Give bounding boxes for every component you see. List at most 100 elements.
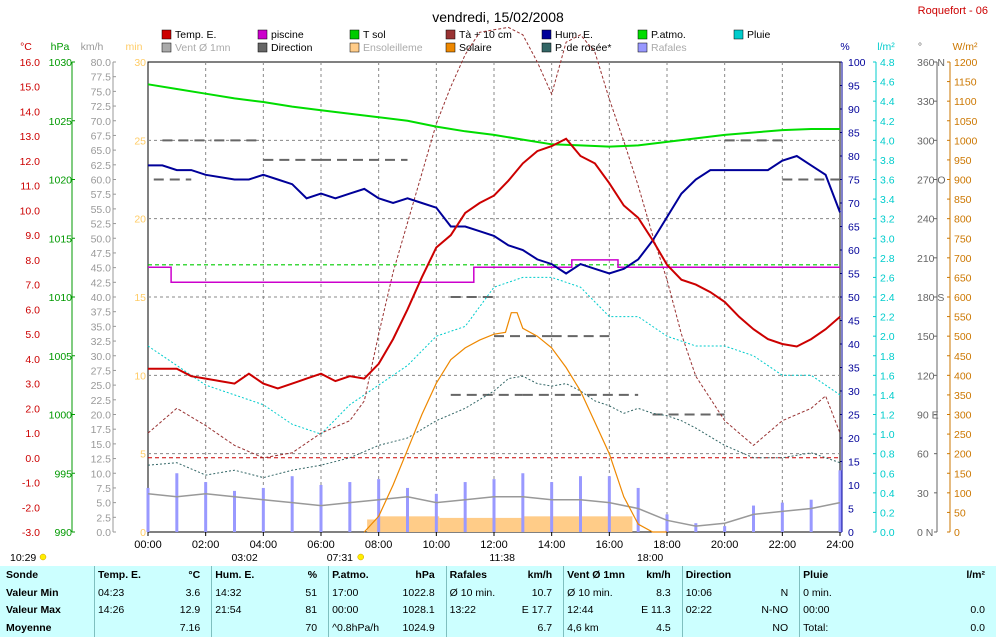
axis-tick-label-wind: 20.0 [91, 410, 112, 422]
axis-tick-label-rain: 0.4 [880, 488, 895, 500]
summary-cell-value: N-NO [761, 604, 789, 617]
summary-cell: Valeur Min [0, 584, 94, 602]
axis-tick-label-hum: 35 [848, 363, 860, 375]
axis-tick-label-hum: 95 [848, 81, 860, 93]
axis-tick-label-rain: 2.8 [880, 253, 895, 265]
time-tick-label: 20:00 [711, 539, 739, 551]
axis-unit-min: min [126, 41, 143, 53]
summary-header-cell: Pluie l/m² [799, 566, 996, 584]
summary-cell: 70 [211, 619, 329, 637]
summary-cell-label: 21:54 [215, 604, 242, 617]
summary-cell: 6.7 [445, 619, 564, 637]
wind-series-line [147, 493, 841, 527]
axis-tick-label-wind: 27.5 [91, 365, 112, 377]
axis-tick-label-temp: -1.0 [22, 478, 40, 490]
axis-unit-wind: km/h [81, 41, 104, 53]
legend-label: Vent Ø 1mn [175, 42, 231, 54]
summary-cell-label: 17:00 [332, 586, 359, 599]
summary-cell: 04:23 3.6 [93, 583, 212, 602]
axis-tick-label-rain: 3.4 [880, 194, 895, 206]
axis-tick-label-hum: 90 [848, 104, 860, 116]
summary-cell: Valeur Max [0, 602, 94, 620]
legend: Temp. E. piscine T sol Tà + 10 cm Hum. E. P.a… [161, 29, 771, 54]
axis-tick-label-hum: 20 [848, 433, 860, 445]
axis-tick-label-solar: 1150 [954, 77, 977, 89]
axis-tick-label-hum: 55 [848, 269, 860, 281]
axis-tick-label-wind: 67.5 [91, 130, 112, 142]
axis-tick-label-pres: 1000 [49, 410, 73, 422]
summary-header-row: Sonde Temp. E. °C Hum. E.% P.atmo. hPa Rafales… [0, 566, 996, 584]
axis-tick-label-wind: 47.5 [91, 248, 112, 260]
legend-swatch [541, 29, 552, 40]
axis-tick-label-pres: 1010 [49, 292, 73, 304]
axis-tick-label-temp: 0.0 [25, 453, 40, 465]
axis-tick-label-temp: 13.0 [20, 131, 41, 143]
summary-row: Valeur Min 04:23 3.6 14:32 51 17:00 1022.8 Ø 10… [0, 583, 996, 602]
summary-cell-value: 8.3 [656, 586, 671, 599]
axis-tick-label-hum: 15 [848, 457, 860, 469]
axis-tick-label-rain: 2.0 [880, 331, 895, 343]
sunshine-bar [494, 517, 523, 532]
summary-cell-value: E 17.7 [521, 604, 553, 617]
summary-cell-value: 10.7 [531, 586, 553, 599]
summary-cell-value: 7.16 [179, 622, 201, 635]
axis-tick-label-rain: 1.0 [880, 429, 895, 441]
time-axis: 00:00 02:00 04:00 06:00 08:00 10:00 12:00 14:00… [134, 532, 854, 551]
axis-tick-label-wind: 50.0 [91, 233, 112, 245]
axis-tick-label-rain: 4.0 [880, 135, 895, 147]
legend-swatch [161, 42, 172, 53]
time-tick-label: 06:00 [307, 539, 335, 551]
axis-tick-label-min: 25 [134, 135, 146, 147]
axis-tick-label-wind: 5.0 [96, 498, 111, 510]
summary-cell: Ø 10 min. 10.7 [445, 583, 564, 602]
axis-tick-label-dir: 330 [917, 96, 935, 108]
axis-tick-label-rain: 2.6 [880, 272, 895, 284]
summary-header-unit: % [307, 568, 318, 581]
axis-unit-rain: l/m² [877, 41, 895, 53]
axis-tick-label-solar: 200 [954, 449, 972, 461]
axis-tick-label-hum: 85 [848, 128, 860, 140]
axis-unit-dir: ° [918, 41, 922, 53]
legend-swatch [637, 42, 648, 53]
axis-tick-label-temp: 5.0 [25, 329, 40, 341]
sun-moonset-label: 03:02 [231, 552, 257, 564]
axis-tick-label-wind: 2.5 [96, 512, 111, 524]
axis-tick-label-temp: 3.0 [25, 379, 40, 391]
legend-label: Solaire [459, 42, 492, 54]
axis-tick-label-temp: 16.0 [20, 57, 41, 69]
axis-tick-label-min: 0 [140, 527, 146, 539]
sun-moonrise-label: 10:29 [10, 552, 36, 564]
sunshine-bar [609, 516, 633, 532]
summary-cell: ^0.8hPa/h 1024.9 [328, 619, 447, 637]
sun-icon [39, 553, 47, 561]
axis-tick-label-min: 5 [140, 449, 146, 461]
legend-label: Pluie [747, 29, 771, 41]
time-tick-label: 10:00 [423, 539, 451, 551]
summary-cell: 02:22 N-NO [681, 601, 800, 620]
piscine-series-line [148, 259, 840, 283]
axis-tick-label-hum: 70 [848, 198, 860, 210]
axis-tick-label-solar: 750 [954, 233, 972, 245]
axis-tick-label-pres: 1015 [49, 233, 73, 245]
axis-tick-label-wind: 75.0 [91, 86, 112, 98]
axis-tick-label-wind: 55.0 [91, 204, 112, 216]
sunshine-bar [367, 519, 379, 532]
axis-tick-label-temp: 1.0 [25, 428, 40, 440]
axis-tick-label-solar: 600 [954, 292, 972, 304]
axis-tick-label-wind: 80.0 [91, 57, 112, 69]
legend-label: P. de rosée* [555, 42, 611, 54]
summary-cell-value: N [780, 586, 789, 599]
axis-tick-label-hum: 0 [848, 527, 854, 539]
summary-cell: 12:44 E 11.3 [563, 601, 683, 620]
summary-header-cell: Rafales km/h [445, 566, 564, 584]
axis-tick-label-rain: 3.2 [880, 214, 895, 226]
legend-swatch [637, 29, 648, 40]
sun-set-label: 18:00 [637, 552, 663, 564]
legend-label: piscine [271, 29, 304, 41]
summary-cell-label: Valeur Min [6, 586, 59, 599]
summary-header-unit: hPa [415, 568, 435, 581]
summary-cell-value: 51 [305, 586, 318, 599]
legend-label: Tà + 10 cm [459, 29, 512, 41]
axis-tick-label-wind: 52.5 [91, 219, 112, 231]
summary-header-unit: km/h [527, 568, 553, 581]
